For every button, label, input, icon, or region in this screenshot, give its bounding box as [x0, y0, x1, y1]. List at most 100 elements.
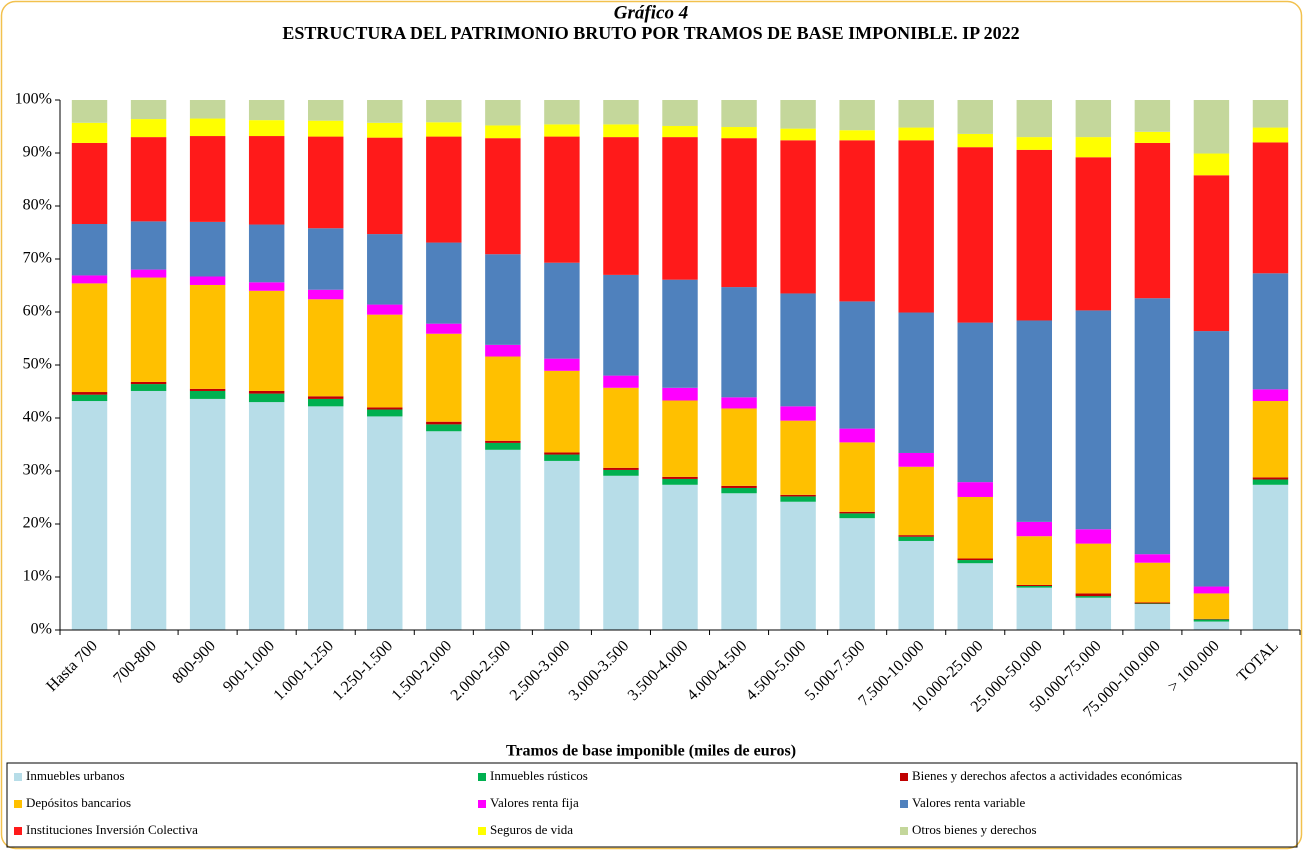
bar-segment: [1193, 153, 1230, 176]
bar-segment: [957, 482, 993, 497]
bar-segment: [957, 133, 993, 148]
bar-segment: [308, 396, 344, 399]
bar-segment: [1252, 479, 1289, 485]
bar-segment: [189, 390, 226, 399]
bar-segment: [603, 100, 639, 125]
bar-segment: [308, 398, 344, 407]
y-tick-label: 30%: [23, 462, 52, 479]
bar-segment: [780, 420, 816, 495]
legend-label: Instituciones Inversión Colectiva: [26, 822, 198, 837]
bar-segment: [957, 100, 993, 134]
bar-segment: [426, 242, 462, 324]
bar-segment: [544, 454, 580, 461]
bar-segment: [1075, 529, 1112, 544]
bar-segment: [839, 518, 875, 630]
bar-segment: [308, 136, 344, 229]
bar-segment: [1075, 310, 1112, 530]
bar-segment: [603, 375, 639, 388]
bar-segment: [839, 442, 875, 512]
bar-segment: [485, 125, 521, 139]
bar-segment: [189, 221, 226, 277]
bar-segment: [957, 560, 993, 564]
bar-segment: [721, 287, 757, 398]
y-tick-label: 20%: [23, 515, 52, 532]
bar-segment: [485, 442, 521, 450]
bar-segment: [1193, 175, 1230, 332]
bar-segment: [71, 401, 108, 630]
bar-segment: [1016, 100, 1052, 138]
bar-segment: [189, 284, 226, 389]
bar-segment: [367, 137, 403, 235]
bar-segment: [1193, 593, 1230, 619]
bar-segment: [367, 407, 403, 410]
bar-segment: [603, 387, 639, 468]
bar-segment: [248, 290, 285, 391]
bar-segment: [603, 274, 639, 376]
bar-segment: [1016, 587, 1052, 630]
legend-label: Bienes y derechos afectos a actividades …: [912, 768, 1182, 783]
bar-segment: [544, 452, 580, 455]
legend-swatch: [478, 800, 486, 808]
bar-segment: [662, 125, 698, 138]
bar-segment: [71, 394, 108, 402]
bar-segment: [426, 122, 462, 137]
bar-segment: [1252, 142, 1289, 274]
bar-segment: [308, 406, 344, 630]
bar-segment: [130, 269, 167, 278]
bar-segment: [189, 398, 226, 630]
y-tick-label: 10%: [23, 568, 52, 585]
bar-segment: [662, 484, 698, 630]
legend-label: Depósitos bancarios: [26, 795, 131, 810]
bar-segment: [189, 388, 226, 391]
bar-segment: [662, 400, 698, 477]
bar-segment: [426, 323, 462, 334]
bar-segment: [485, 254, 521, 345]
bar-segment: [544, 358, 580, 371]
bar-segment: [1134, 554, 1171, 563]
bar-segment: [603, 137, 639, 275]
bar-segment: [721, 100, 757, 128]
legend-label: Valores renta fija: [490, 795, 579, 810]
bar-segment: [485, 100, 521, 126]
bar-segment: [1075, 100, 1112, 138]
bar-segment: [1193, 586, 1230, 594]
bar-segment: [1016, 149, 1052, 321]
bar-segment: [1075, 593, 1112, 597]
legend-swatch: [900, 827, 908, 835]
y-tick-label: 50%: [23, 356, 52, 373]
bar-segment: [839, 130, 875, 141]
bar-segment: [662, 100, 698, 126]
bar-segment: [367, 314, 403, 408]
legend-swatch: [14, 800, 22, 808]
bar-segment: [189, 136, 226, 222]
bar-segment: [1252, 401, 1289, 478]
bar-segment: [308, 289, 344, 300]
bar-segment: [1252, 127, 1289, 143]
legend-label: Inmuebles rústicos: [490, 768, 588, 783]
bar-segment: [780, 501, 816, 630]
bar-segment: [130, 381, 167, 385]
bar-segment: [1016, 586, 1052, 588]
bar-segment: [898, 452, 934, 467]
bar-segment: [780, 293, 816, 407]
bar-segment: [1134, 131, 1171, 143]
bar-segment: [130, 390, 167, 630]
bar-segment: [1252, 477, 1289, 480]
bar-segment: [721, 493, 757, 630]
bar-segment: [780, 406, 816, 421]
bar-segment: [1193, 100, 1230, 154]
bar-segment: [839, 301, 875, 429]
bar-segment: [1016, 137, 1052, 150]
bar-segment: [839, 100, 875, 131]
y-tick-label: 100%: [15, 91, 52, 108]
bar-segment: [248, 224, 285, 283]
bar-segment: [308, 100, 344, 121]
bar-segment: [662, 478, 698, 485]
bar-segment: [839, 511, 875, 514]
bar-segment: [839, 513, 875, 519]
bar-segment: [721, 138, 757, 288]
bar-segment: [839, 428, 875, 443]
bar-segment: [898, 540, 934, 630]
bar-segment: [1016, 521, 1052, 537]
